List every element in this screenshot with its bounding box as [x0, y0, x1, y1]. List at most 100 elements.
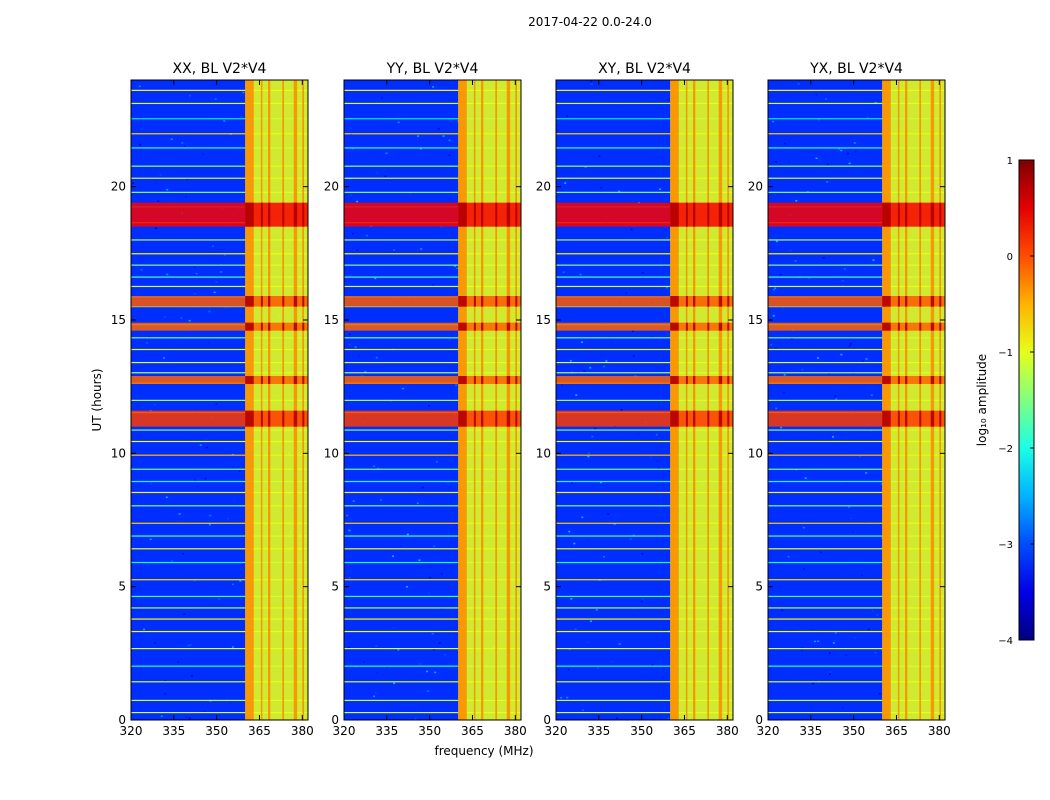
heatmap-time-line [768, 276, 945, 278]
heatmap-time-line [768, 630, 945, 633]
heatmap-time-line [344, 361, 521, 364]
heatmap-cell [581, 341, 584, 343]
heatmap-cell [814, 640, 817, 643]
heatmap-cell [590, 83, 593, 85]
heatmap-cell [818, 114, 821, 116]
heatmap-cell [811, 232, 814, 235]
heatmap-cell [667, 99, 670, 101]
heatmap-cell [828, 372, 831, 375]
colorbar-tick-label: 0 [1007, 252, 1013, 263]
heatmap-hotspot [707, 376, 710, 384]
y-tick-label: 15 [536, 313, 551, 327]
y-tick-label: 10 [324, 446, 339, 460]
heatmap-time-line [344, 133, 521, 135]
heatmap-cell [615, 717, 618, 719]
heatmap-cell [600, 187, 603, 189]
heatmap-cell [181, 552, 184, 555]
heatmap-hotspot [260, 296, 263, 307]
heatmap-cell [430, 566, 433, 569]
heatmap-cell [648, 195, 651, 197]
heatmap-cell [448, 139, 451, 142]
heatmap-cell [568, 648, 571, 651]
heatmap-cell [835, 398, 838, 400]
heatmap-cell [402, 387, 405, 390]
heatmap-hotspot [458, 322, 467, 331]
heatmap-cell [631, 330, 634, 332]
heatmap-time-line [768, 102, 945, 105]
y-tick-label: 0 [118, 713, 126, 727]
heatmap-cell [848, 506, 851, 509]
heatmap-cell [223, 254, 226, 256]
heatmap-hotspot [245, 376, 254, 384]
heatmap-cell [140, 269, 143, 271]
heatmap-cell [432, 284, 435, 286]
heatmap-cell [782, 391, 785, 394]
heatmap-cell [815, 157, 818, 160]
panel-frame [130, 79, 309, 721]
heatmap-cell [849, 343, 852, 345]
heatmap-time-line [131, 535, 308, 537]
heatmap-hotspot [473, 296, 476, 307]
heatmap-cell [165, 496, 168, 498]
heatmap-rfi-band [282, 80, 285, 720]
heatmap-cell [880, 483, 883, 486]
heatmap-cell [562, 271, 565, 273]
heatmap-time-line [344, 561, 521, 564]
heatmap-cell [419, 148, 422, 150]
heatmap-time-line [131, 480, 308, 483]
heatmap-cell [832, 642, 835, 644]
colorbar-label: log₁₀ amplitude [975, 354, 989, 446]
heatmap-hotspot [685, 376, 688, 384]
y-tick-label: 15 [748, 313, 763, 327]
heatmap-time-line [556, 191, 733, 193]
heatmap-hotspot [495, 410, 498, 427]
heatmap-hotspot [293, 202, 298, 227]
heatmap-cell [602, 365, 605, 368]
heatmap-cell [393, 682, 396, 685]
heatmap-cell [651, 664, 654, 666]
heatmap-cell [365, 234, 368, 237]
heatmap-cell [349, 127, 352, 130]
heatmap-cell [633, 607, 636, 610]
heatmap-rfi-band [919, 80, 922, 720]
heatmap-cell [870, 394, 873, 396]
heatmap-cell [840, 353, 843, 356]
heatmap-time-line [556, 118, 733, 120]
heatmap-cell [584, 636, 587, 638]
heatmap-hotspot [302, 202, 305, 227]
heatmap-rfi-band [473, 80, 476, 720]
heatmap-time-line [131, 648, 308, 650]
heatmap-cell [231, 646, 234, 648]
heatmap-time-line [768, 147, 945, 149]
heatmap-rfi-band [506, 80, 511, 720]
y-tick-label: 10 [748, 446, 763, 460]
heatmap-cell [587, 538, 590, 541]
heatmap-hotspot [685, 410, 688, 427]
colorbar: −4 −3 −2 −1 0 1 log₁₀ amplitude [975, 156, 1035, 647]
panel-title: XY, BL V2*V4 [598, 61, 691, 77]
heatmap-cell [146, 563, 149, 565]
heatmap-cell [815, 93, 818, 96]
heatmap-cell [202, 153, 205, 155]
heatmap-time-line [344, 337, 521, 339]
heatmap-cell [848, 162, 851, 165]
heatmap-rfi-region [670, 80, 733, 720]
heatmap-cell [640, 600, 643, 603]
panel-heatmap [131, 80, 308, 720]
heatmap-cell [614, 341, 617, 343]
heatmap-cell [867, 628, 870, 631]
heatmap-cell [154, 181, 157, 184]
heatmap-cell [770, 343, 773, 346]
heatmap-cell [393, 249, 396, 251]
heatmap-cell [866, 116, 869, 119]
x-tick-label: 350 [842, 724, 865, 738]
heatmap-time-line [556, 648, 733, 650]
heatmap-hotspot [905, 410, 908, 427]
heatmap-cell [193, 479, 196, 481]
heatmap-cell [159, 173, 162, 176]
heatmap-cell [782, 307, 785, 310]
heatmap-cell [223, 120, 226, 122]
heatmap-cell [395, 650, 398, 652]
heatmap-time-line [131, 618, 308, 620]
